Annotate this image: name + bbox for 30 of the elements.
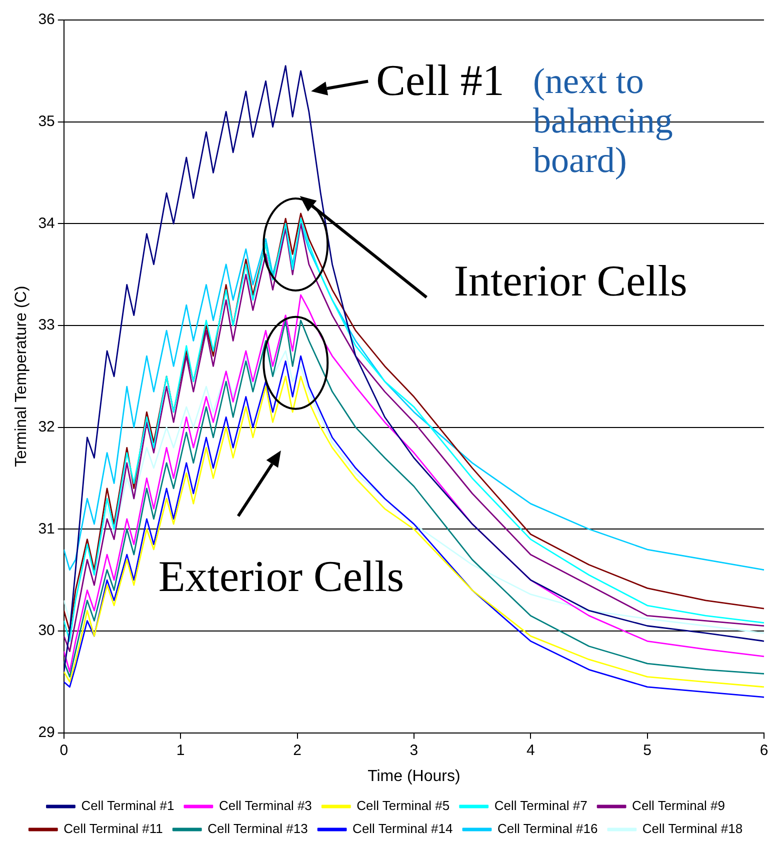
annotation: Interior Cells xyxy=(454,256,688,306)
legend-label: Cell Terminal #3 xyxy=(218,798,312,814)
x-tick-label: 4 xyxy=(526,742,535,759)
x-axis-title: Time (Hours) xyxy=(368,768,460,785)
legend-label: Cell Terminal #13 xyxy=(208,821,308,836)
legend-label: Cell Terminal #18 xyxy=(642,821,743,836)
y-tick-label: 29 xyxy=(38,724,55,741)
legend-label: Cell Terminal #16 xyxy=(497,821,598,836)
y-tick-label: 36 xyxy=(38,11,55,28)
legend-label: Cell Terminal #9 xyxy=(632,798,726,814)
y-tick-label: 32 xyxy=(38,418,55,436)
y-tick-label: 31 xyxy=(38,520,55,538)
y-tick-label: 30 xyxy=(38,622,55,640)
x-tick-label: 1 xyxy=(176,742,185,759)
legend-label: Cell Terminal #1 xyxy=(81,798,174,814)
y-tick-label: 33 xyxy=(38,316,55,334)
y-tick-label: 34 xyxy=(38,214,55,232)
legend-label: Cell Terminal #7 xyxy=(494,798,588,814)
x-tick-label: 6 xyxy=(760,742,768,759)
x-tick-label: 0 xyxy=(60,742,68,759)
legend-label: Cell Terminal #11 xyxy=(64,821,163,836)
legend-label: Cell Terminal #14 xyxy=(352,821,453,836)
annotation: Cell #1 xyxy=(376,56,504,105)
legend-label: Cell Terminal #5 xyxy=(356,798,450,814)
x-tick-label: 2 xyxy=(293,742,302,759)
annotation: Exterior Cells xyxy=(158,552,404,602)
y-tick-label: 35 xyxy=(38,112,55,130)
x-tick-label: 3 xyxy=(410,742,418,759)
x-tick-label: 5 xyxy=(643,742,652,759)
y-axis-title: Terminal Temperature (C) xyxy=(13,286,30,467)
